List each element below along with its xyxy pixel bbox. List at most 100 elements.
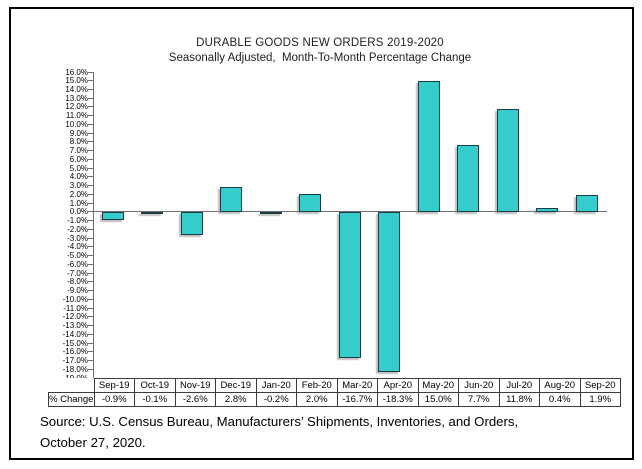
- value-cell: 2.8%: [215, 392, 257, 407]
- month-header-cell: Sep-20: [579, 378, 621, 393]
- bar-jun-20: [457, 144, 480, 212]
- y-axis-label: 2.0%: [69, 189, 88, 199]
- bar-apr-20: [378, 211, 401, 372]
- month-header-cell: May-20: [417, 378, 459, 393]
- y-axis-label: 0.0%: [69, 207, 88, 217]
- y-axis-tick: [88, 141, 93, 143]
- y-axis-tick: [88, 97, 93, 99]
- source-line-2: October 27, 2020.: [40, 435, 146, 450]
- y-axis-label: -4.0%: [67, 242, 88, 252]
- y-axis-label: -14.0%: [62, 329, 88, 339]
- value-cell: 0.4%: [539, 392, 581, 407]
- y-axis-tick: [88, 202, 93, 204]
- y-axis-tick: [88, 255, 93, 257]
- y-axis-tick: [88, 185, 93, 187]
- value-cell: 1.9%: [579, 392, 621, 407]
- row-label-cell: % Change: [48, 392, 95, 407]
- bar-sep-19: [101, 211, 124, 220]
- y-axis-tick: [88, 351, 93, 353]
- y-axis-tick: [88, 106, 93, 108]
- source-line-1: Source: U.S. Census Bureau, Manufacturer…: [40, 414, 519, 429]
- y-axis-label: -11.0%: [63, 303, 88, 313]
- month-header-cell: Nov-19: [174, 378, 216, 393]
- y-axis-tick: [88, 281, 93, 283]
- y-axis-tick: [88, 290, 93, 292]
- y-axis-label: -13.0%: [62, 321, 88, 331]
- bar-dec-19: [220, 187, 243, 212]
- y-axis-label: -5.0%: [67, 251, 88, 261]
- y-axis-label: -8.0%: [67, 277, 88, 287]
- y-axis-label: 7.0%: [69, 146, 88, 156]
- month-header-cell: Aug-20: [539, 378, 581, 393]
- y-axis-tick: [88, 88, 93, 90]
- y-axis-label: 4.0%: [69, 172, 88, 182]
- y-axis-tick: [88, 150, 93, 152]
- value-cell: -0.9%: [93, 392, 135, 407]
- y-axis-label: -1.0%: [67, 216, 88, 226]
- bar-jan-20: [259, 211, 282, 214]
- y-axis-line: [92, 72, 94, 378]
- y-axis-label: 11.0%: [65, 111, 88, 121]
- y-axis-label: 9.0%: [69, 128, 88, 138]
- y-axis-label: -18.0%: [62, 364, 88, 374]
- month-header-cell: Mar-20: [336, 378, 378, 393]
- y-axis-label: -6.0%: [67, 259, 88, 269]
- y-axis-label: 14.0%: [65, 84, 88, 94]
- y-axis-tick: [88, 316, 93, 318]
- value-cell: 15.0%: [417, 392, 459, 407]
- bar-jul-20: [496, 108, 519, 212]
- y-axis-label: -3.0%: [67, 233, 88, 243]
- y-axis-label: 3.0%: [69, 181, 88, 191]
- bar-oct-19: [141, 211, 164, 214]
- y-axis-label: -7.0%: [67, 268, 88, 278]
- chart-title: DURABLE GOODS NEW ORDERS 2019-2020: [196, 37, 444, 49]
- value-cell: 11.8%: [498, 392, 540, 407]
- month-header-cell: Feb-20: [296, 378, 338, 393]
- y-axis-tick: [88, 298, 93, 300]
- y-axis-tick: [88, 342, 93, 344]
- value-cell: 7.7%: [458, 392, 500, 407]
- y-axis-tick: [88, 228, 93, 230]
- value-cell: -0.1%: [134, 392, 176, 407]
- y-axis-label: -15.0%: [62, 338, 88, 348]
- y-axis-tick: [88, 246, 93, 248]
- month-header-cell: Jun-20: [458, 378, 500, 393]
- y-axis-tick: [88, 193, 93, 195]
- bar-nov-19: [180, 211, 203, 235]
- y-axis-tick: [88, 237, 93, 239]
- y-axis-tick: [88, 211, 93, 213]
- y-axis-tick: [88, 167, 93, 169]
- source-note: Source: U.S. Census Bureau, Manufacturer…: [40, 411, 518, 453]
- plot-area: [93, 72, 607, 378]
- month-header-cell: Sep-19: [93, 378, 135, 393]
- chart-subtitle: Seasonally Adjusted, Month-To-Month Perc…: [168, 52, 472, 64]
- y-axis-tick: [88, 220, 93, 222]
- y-axis-tick: [88, 158, 93, 160]
- y-axis-label: 15.0%: [65, 76, 88, 86]
- bar-may-20: [417, 80, 440, 212]
- month-header-cell: Oct-19: [134, 378, 176, 393]
- y-axis-tick: [88, 272, 93, 274]
- y-axis-label: 5.0%: [69, 163, 88, 173]
- y-axis-tick: [88, 71, 93, 73]
- y-axis-tick: [88, 115, 93, 117]
- y-axis-label: -12.0%: [62, 312, 88, 322]
- month-header-cell: Dec-19: [215, 378, 257, 393]
- y-axis-tick: [88, 176, 93, 178]
- y-axis-tick: [88, 80, 93, 82]
- month-header-cell: Jul-20: [498, 378, 540, 393]
- y-axis-tick: [88, 368, 93, 370]
- month-header-cell: Apr-20: [377, 378, 419, 393]
- y-axis-tick: [88, 307, 93, 309]
- value-cell: -0.2%: [255, 392, 297, 407]
- y-axis-tick: [88, 333, 93, 335]
- y-axis-label: 16.0%: [65, 67, 88, 77]
- table-corner-stub: [49, 379, 95, 393]
- value-cell: 2.0%: [296, 392, 338, 407]
- month-header-cell: Jan-20: [255, 378, 297, 393]
- y-axis-tick: [88, 360, 93, 361]
- y-axis-label: 1.0%: [69, 198, 88, 208]
- y-axis-tick: [88, 325, 93, 327]
- y-axis-label: -16.0%: [62, 347, 88, 357]
